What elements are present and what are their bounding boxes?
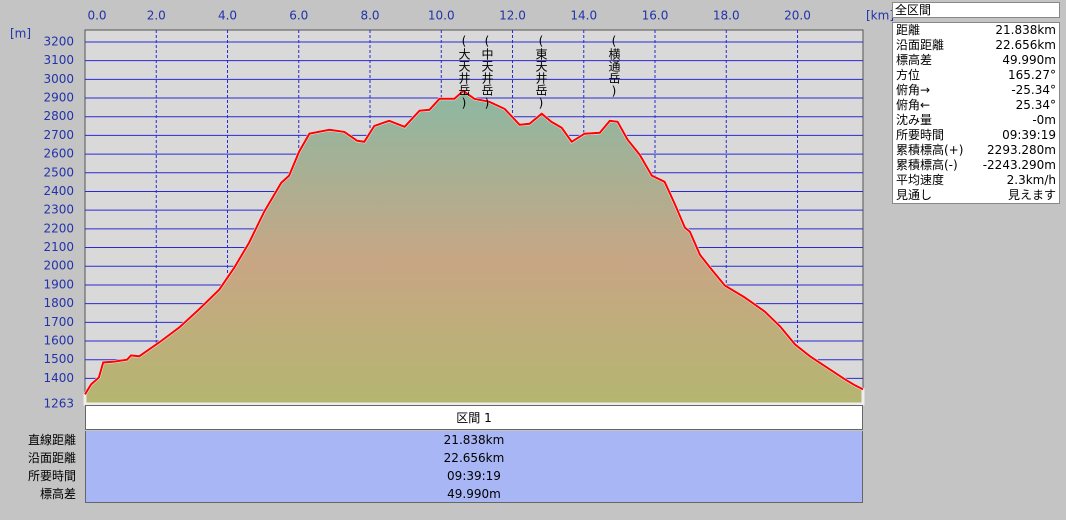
panel-row: 方位 165.27° bbox=[892, 68, 1060, 83]
y-tick-label: 1263 bbox=[43, 397, 74, 411]
x-tick-label: 20.0 bbox=[784, 9, 811, 23]
panel-row: 距離 21.838km bbox=[892, 23, 1060, 38]
panel-label: 標高差 bbox=[896, 53, 933, 67]
row-label: 所要時間 bbox=[27, 469, 76, 483]
panel-label: 俯角→ bbox=[896, 83, 931, 97]
panel-label: 所要時間 bbox=[896, 128, 945, 142]
panel-row: 沿面距離 22.656km bbox=[892, 38, 1060, 53]
panel-value: 49.990m bbox=[1002, 53, 1056, 67]
y-tick-label: 1800 bbox=[43, 296, 74, 310]
row-value: 22.656km bbox=[85, 449, 863, 467]
panel-label: 平均速度 bbox=[896, 173, 945, 187]
panel-label: 沿面距離 bbox=[896, 38, 945, 52]
panel-row: 累積標高(-) -2243.290m bbox=[892, 158, 1060, 173]
panel-label: 沈み量 bbox=[896, 113, 933, 127]
y-tick-label: 2300 bbox=[43, 203, 74, 217]
y-tick-label: 2800 bbox=[43, 109, 74, 123]
panel-title: 全区間 bbox=[892, 2, 1060, 18]
x-tick-label: 8.0 bbox=[360, 9, 379, 23]
panel-value: 2.3km/h bbox=[1006, 173, 1056, 187]
y-tick-label: 3000 bbox=[43, 72, 74, 86]
row-value: 09:39:19 bbox=[85, 467, 863, 485]
panel-label: 方位 bbox=[896, 68, 921, 82]
y-tick-label: 1700 bbox=[43, 315, 74, 329]
panel-rows: 距離 21.838km 沿面距離 22.656km 標高差 49.990m 方位 165.27… bbox=[892, 22, 1060, 204]
y-tick-label: 2400 bbox=[43, 184, 74, 198]
y-tick-label: 3100 bbox=[43, 53, 74, 67]
peak-label: (中天井岳) bbox=[480, 34, 494, 110]
x-axis-label: [km] bbox=[866, 9, 894, 23]
profile-line bbox=[84, 89, 864, 395]
x-tick-label: 16.0 bbox=[642, 9, 669, 23]
x-tick-label: 14.0 bbox=[570, 9, 597, 23]
panel-row: 見通し 見えます bbox=[892, 188, 1060, 203]
panel-label: 累積標高(-) bbox=[896, 158, 958, 172]
panel-value: -0m bbox=[1032, 113, 1056, 127]
y-tick-label: 1900 bbox=[43, 277, 74, 291]
x-tick-label: 0.0 bbox=[87, 9, 106, 23]
panel-row: 累積標高(+) 2293.280m bbox=[892, 143, 1060, 158]
y-tick-label: 2500 bbox=[43, 165, 74, 179]
panel-row: 所要時間 09:39:19 bbox=[892, 128, 1060, 143]
panel-value: -2243.290m bbox=[982, 158, 1056, 172]
y-tick-label: 2200 bbox=[43, 221, 74, 235]
row-label: 標高差 bbox=[39, 487, 76, 501]
panel-row: 沈み量 -0m bbox=[892, 113, 1060, 128]
y-axis-label: [m] bbox=[10, 27, 31, 41]
peak-label: (東天井岳) bbox=[534, 34, 548, 110]
panel-value: -25.34° bbox=[1011, 83, 1056, 97]
y-tick-label: 1400 bbox=[43, 371, 74, 385]
row-value: 49.990m bbox=[85, 485, 863, 503]
panel-row: 俯角→ -25.34° bbox=[892, 83, 1060, 98]
peak-label: (大天井岳) bbox=[457, 34, 471, 110]
panel-label: 俯角← bbox=[896, 98, 931, 112]
row-label: 直線距離 bbox=[27, 433, 76, 447]
panel-value: 見えます bbox=[1007, 188, 1056, 202]
panel-label: 見通し bbox=[896, 188, 933, 202]
panel-value: 09:39:19 bbox=[1002, 128, 1056, 142]
x-tick-label: 4.0 bbox=[218, 9, 237, 23]
table-header: 区間 1 bbox=[85, 405, 863, 430]
panel-row: 俯角← 25.34° bbox=[892, 98, 1060, 113]
panel-label: 距離 bbox=[896, 23, 921, 37]
x-tick-label: 10.0 bbox=[428, 9, 455, 23]
x-tick-label: 6.0 bbox=[289, 9, 308, 23]
y-tick-label: 2000 bbox=[43, 259, 74, 273]
x-tick-label: 12.0 bbox=[499, 9, 526, 23]
y-tick-label: 2700 bbox=[43, 128, 74, 142]
panel-row: 平均速度 2.3km/h bbox=[892, 173, 1060, 188]
y-tick-label: 1600 bbox=[43, 334, 74, 348]
y-tick-label: 2900 bbox=[43, 91, 74, 105]
panel-row: 標高差 49.990m bbox=[892, 53, 1060, 68]
x-tick-label: 18.0 bbox=[713, 9, 740, 23]
y-tick-label: 2100 bbox=[43, 240, 74, 254]
y-tick-label: 2600 bbox=[43, 147, 74, 161]
summary-panel: 全区間 距離 21.838km 沿面距離 22.656km 標高差 49.990m 方位 16… bbox=[892, 2, 1060, 204]
peak-label: (横通岳) bbox=[607, 34, 621, 98]
y-tick-label: 1500 bbox=[43, 352, 74, 366]
row-value: 21.838km bbox=[85, 431, 863, 449]
y-tick-label: 3200 bbox=[43, 34, 74, 48]
panel-value: 165.27° bbox=[1008, 68, 1056, 82]
x-tick-label: 2.0 bbox=[147, 9, 166, 23]
panel-label: 累積標高(+) bbox=[896, 143, 964, 157]
panel-value: 22.656km bbox=[995, 38, 1056, 52]
panel-value: 2293.280m bbox=[987, 143, 1056, 157]
row-label: 沿面距離 bbox=[27, 451, 76, 465]
panel-value: 21.838km bbox=[995, 23, 1056, 37]
panel-value: 25.34° bbox=[1015, 98, 1056, 112]
